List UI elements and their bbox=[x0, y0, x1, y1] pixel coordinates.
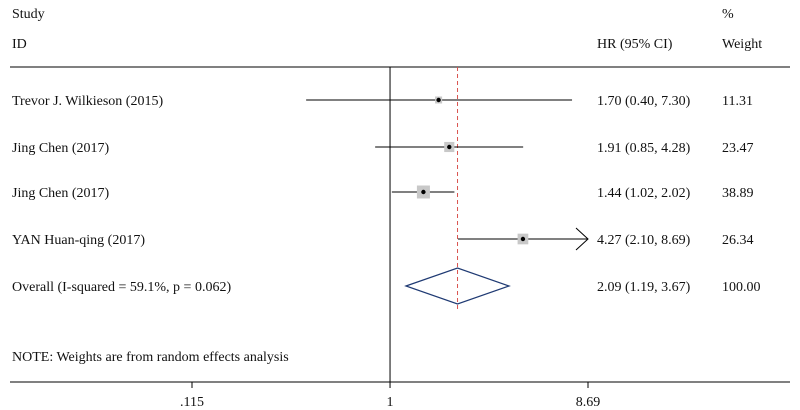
point-estimate bbox=[421, 189, 426, 195]
note-text: NOTE: Weights are from random effects an… bbox=[12, 350, 289, 365]
study-row: Trevor J. Wilkieson (2015) 1.70 (0.40, 7.… bbox=[12, 94, 753, 109]
study-rows: Trevor J. Wilkieson (2015) 1.70 (0.40, 7.… bbox=[12, 94, 754, 251]
hr-ci-header: HR (95% CI) bbox=[597, 37, 673, 52]
study-hr-ci: 4.27 (2.10, 8.69) bbox=[597, 233, 691, 248]
percent-header: % bbox=[722, 7, 734, 22]
study-name: YAN Huan-qing (2017) bbox=[12, 233, 145, 248]
x-tick-label: 8.69 bbox=[576, 395, 601, 410]
x-tick-label: 1 bbox=[387, 395, 394, 410]
study-weight: 11.31 bbox=[722, 94, 753, 109]
study-row: Jing Chen (2017) 1.91 (0.85, 4.28) 23.47 bbox=[12, 141, 754, 156]
point-estimate bbox=[520, 236, 526, 242]
study-row: Jing Chen (2017) 1.44 (1.02, 2.02) 38.89 bbox=[12, 185, 754, 201]
reference-lines bbox=[389, 67, 459, 382]
study-name: Trevor J. Wilkieson (2015) bbox=[12, 94, 163, 109]
study-hr-ci: 1.91 (0.85, 4.28) bbox=[597, 141, 691, 156]
weight-header: Weight bbox=[722, 37, 762, 52]
point-estimate bbox=[436, 97, 441, 103]
point-estimate bbox=[447, 144, 452, 150]
study-hr-ci: 1.70 (0.40, 7.30) bbox=[597, 94, 691, 109]
study-weight: 26.34 bbox=[722, 233, 754, 248]
study-row: YAN Huan-qing (2017) 4.27 (2.10, 8.69) 26.… bbox=[12, 227, 754, 251]
study-name: Jing Chen (2017) bbox=[12, 141, 110, 156]
x-axis-ticks: .115 1 8.69 bbox=[180, 382, 600, 410]
ci-arrow-right bbox=[575, 227, 589, 251]
overall-row: Overall (I-squared = 59.1%, p = 0.062) 2.… bbox=[12, 267, 761, 305]
id-header: ID bbox=[12, 37, 27, 52]
study-name: Jing Chen (2017) bbox=[12, 186, 110, 201]
x-tick-label: .115 bbox=[180, 395, 204, 410]
study-header: Study bbox=[12, 7, 45, 22]
study-weight: 23.47 bbox=[722, 141, 754, 156]
overall-hr-ci: 2.09 (1.19, 3.67) bbox=[597, 280, 691, 295]
study-hr-ci: 1.44 (1.02, 2.02) bbox=[597, 186, 691, 201]
overall-label: Overall (I-squared = 59.1%, p = 0.062) bbox=[12, 280, 231, 295]
study-weight: 38.89 bbox=[722, 186, 754, 201]
overall-diamond bbox=[404, 267, 511, 305]
overall-weight: 100.00 bbox=[722, 280, 761, 295]
